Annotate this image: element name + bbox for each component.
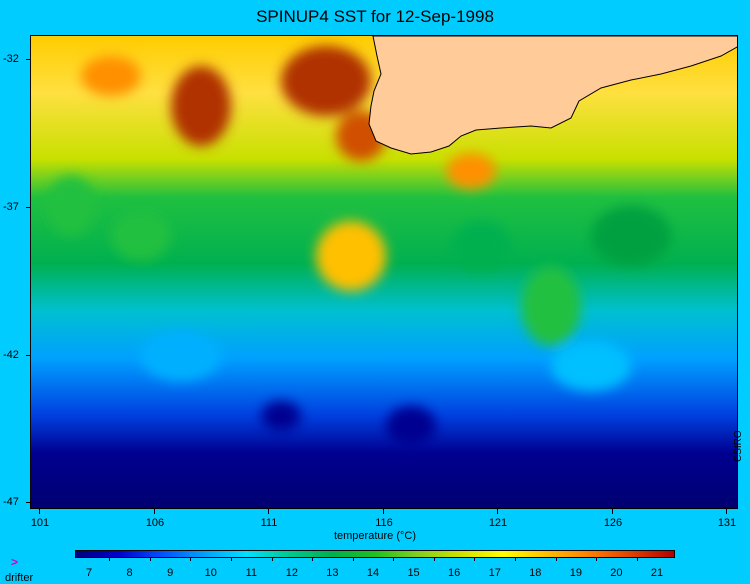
drifter-marker-icon: > — [11, 555, 19, 569]
colorbar-tick-label: 13 — [326, 567, 339, 579]
colorbar-tick — [231, 558, 232, 561]
colorbar-tick-label: 15 — [407, 567, 420, 579]
colorbar-tick-label: 8 — [126, 567, 133, 579]
lon-label-106: 106 — [145, 517, 165, 529]
colorbar-tick-label: 21 — [650, 567, 664, 579]
lat-label-42: -42 — [3, 349, 19, 361]
drifter-legend: > drifter — [5, 553, 33, 584]
lon-label-111: 111 — [260, 517, 278, 529]
colorbar-tick-label: 18 — [529, 567, 542, 579]
colorbar — [75, 550, 675, 558]
colorbar-tick-label: 14 — [366, 567, 380, 579]
lon-tick — [726, 509, 727, 514]
lat-label-37: -37 — [3, 201, 19, 213]
lat-tick — [26, 502, 30, 503]
lon-tick — [612, 509, 613, 514]
lon-tick — [383, 509, 384, 514]
green-eddy-3 — [451, 221, 511, 271]
warm-eddy-1 — [171, 66, 231, 146]
colorbar-tick-label: 12 — [285, 567, 298, 579]
lon-label-101: 101 — [30, 517, 50, 529]
lat-tick — [26, 207, 30, 208]
cyan-filament-1 — [551, 341, 631, 391]
drifter-label: drifter — [5, 572, 34, 584]
lon-tick — [268, 509, 269, 514]
green-eddy-1 — [46, 176, 96, 236]
colorbar-tick-label: 11 — [245, 567, 257, 579]
colorbar-tick — [596, 558, 597, 561]
colorbar-tick — [190, 558, 191, 561]
lon-label-116: 116 — [375, 517, 393, 529]
lon-label-121: 121 — [488, 517, 508, 529]
green-eddy-4 — [591, 206, 671, 266]
lon-tick — [154, 509, 155, 514]
green-tongue — [521, 266, 581, 346]
lon-label-131: 131 — [717, 517, 737, 529]
cyan-filament-2 — [141, 331, 221, 381]
colorbar-tick — [393, 558, 394, 561]
colorbar-tick — [515, 558, 516, 561]
lon-tick — [39, 509, 40, 514]
australia-landmass — [368, 36, 737, 155]
lat-tick — [26, 59, 30, 60]
warm-eddy-2 — [281, 46, 371, 116]
green-eddy-2 — [111, 211, 171, 261]
cold-eddy-2 — [386, 406, 436, 446]
colorbar-tick-label: 19 — [569, 567, 582, 579]
lat-label-47: -47 — [3, 496, 19, 508]
colorbar-title: temperature (°C) — [333, 530, 417, 542]
colorbar-tick-label: 16 — [448, 567, 461, 579]
colorbar-tick — [434, 558, 435, 561]
colorbar-tick — [312, 558, 313, 561]
yellow-tongue — [316, 221, 386, 291]
lon-label-126: 126 — [603, 517, 623, 529]
colorbar-tick — [353, 558, 354, 561]
colorbar-tick — [637, 558, 638, 561]
colorbar-tick — [150, 558, 151, 561]
colorbar-tick — [474, 558, 475, 561]
colorbar-tick-label: 17 — [488, 567, 501, 579]
map-title: SPINUP4 SST for 12-Sep-1998 — [256, 7, 494, 26]
credit-label: CSIRO — [733, 430, 744, 462]
lat-label-32: -32 — [3, 53, 19, 65]
lat-tick — [26, 355, 30, 356]
colorbar-tick — [272, 558, 273, 561]
sst-map — [30, 35, 738, 509]
warm-eddy-4 — [81, 56, 141, 96]
cold-eddy-1 — [261, 401, 301, 431]
lon-tick — [497, 509, 498, 514]
colorbar-tick-label: 10 — [204, 567, 217, 579]
colorbar-tick — [556, 558, 557, 561]
colorbar-tick-label: 7 — [85, 567, 93, 579]
colorbar-tick — [109, 558, 110, 561]
warm-eddy-5 — [446, 153, 496, 189]
colorbar-tick-label: 20 — [610, 567, 623, 579]
colorbar-tick-label: 9 — [167, 567, 174, 579]
